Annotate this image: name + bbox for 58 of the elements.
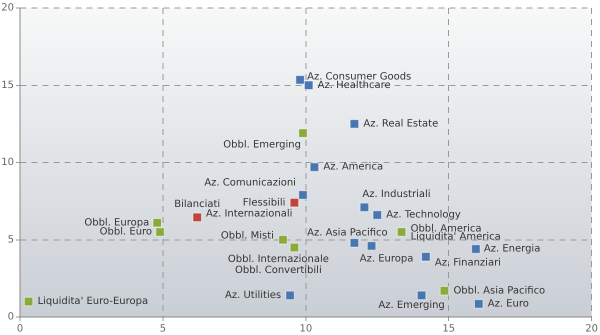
annotation: Obbl. Euro xyxy=(100,226,152,238)
point xyxy=(310,162,320,172)
annotation: Bilanciati xyxy=(174,198,220,210)
point xyxy=(474,299,484,309)
annotation: Obbl. Emerging xyxy=(223,140,301,151)
annotation: Az. Emerging xyxy=(378,300,445,311)
point xyxy=(416,290,426,300)
point xyxy=(278,235,288,244)
annotation: Az. Healthcare xyxy=(318,80,391,91)
point xyxy=(290,198,300,208)
point xyxy=(440,286,450,296)
annotation: Obbl. Convertibili xyxy=(235,265,322,276)
x-tick-label: 20 xyxy=(585,324,598,335)
x-tick-label: 5 xyxy=(160,324,166,335)
annotation: Az. Europa xyxy=(360,254,414,265)
annotation: Az. Euro xyxy=(488,298,529,310)
point xyxy=(350,238,360,248)
point xyxy=(421,252,431,262)
point xyxy=(295,75,305,85)
annotation: Az. Energia xyxy=(484,244,540,255)
annotation: Az. Industriali xyxy=(362,188,431,200)
point xyxy=(396,227,406,237)
annotation: Az. Real Estate xyxy=(363,118,438,130)
point xyxy=(360,202,370,212)
point xyxy=(298,128,308,138)
point xyxy=(366,241,376,251)
annotation: Az. Utilities xyxy=(225,290,282,301)
point xyxy=(290,242,300,252)
x-tick-label: 0 xyxy=(16,324,24,335)
point xyxy=(192,212,202,222)
annotation: Az. Comunicazioni xyxy=(204,178,296,189)
x-tick-label: 10 xyxy=(299,324,312,335)
annotation: Liquidita' Euro-Europa xyxy=(38,296,148,308)
y-tick-label: 10 xyxy=(1,157,14,168)
y-tick-label: 5 xyxy=(8,234,14,246)
y-tick-label: 15 xyxy=(1,80,14,91)
y-tick-label: 0 xyxy=(8,312,14,323)
annotation: Obbl. Internazionale xyxy=(228,254,329,266)
point xyxy=(471,244,481,254)
point xyxy=(350,119,360,129)
point xyxy=(304,80,314,90)
annotation: Az. America xyxy=(323,162,384,173)
point xyxy=(285,290,295,300)
point xyxy=(298,190,308,200)
annotation: Az. Finanziari xyxy=(434,257,501,268)
point xyxy=(24,296,34,306)
annotation: Obbl. Asia Pacifico xyxy=(453,285,546,296)
point xyxy=(152,218,162,228)
x-tick-label: 15 xyxy=(442,324,456,335)
annotation: Obbl. Europa xyxy=(84,217,150,228)
annotation: Az. Asia Pacifico xyxy=(307,227,388,238)
annotation: Obbl. Misti xyxy=(220,230,274,242)
point xyxy=(155,227,165,237)
annotation: Az. Internazionali xyxy=(206,208,292,220)
point xyxy=(372,210,382,220)
y-tick-label: 20 xyxy=(1,2,14,14)
annotation: Az. Technology xyxy=(386,210,461,221)
annotation: Flessibili xyxy=(242,197,286,208)
